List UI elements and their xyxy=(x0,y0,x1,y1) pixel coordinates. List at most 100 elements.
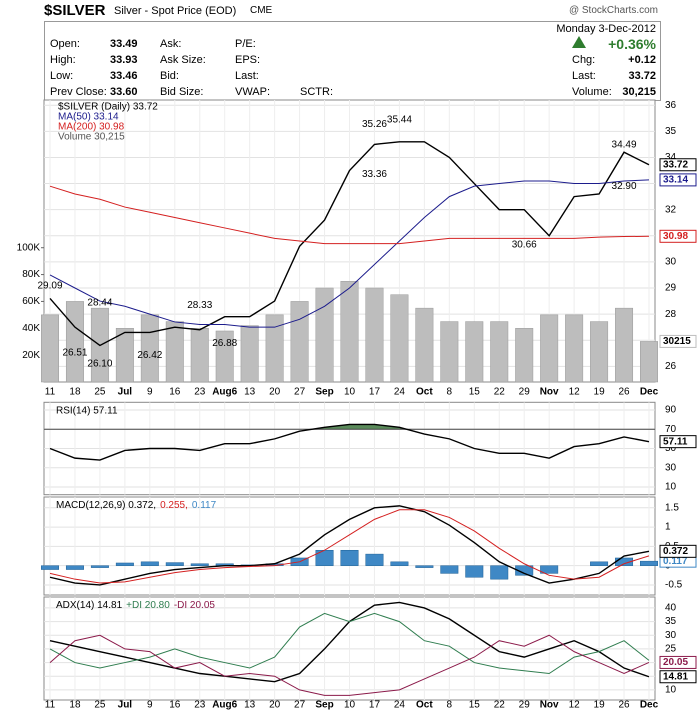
quote-label: Volume: xyxy=(572,86,612,98)
value-box-label: 33.14 xyxy=(663,175,688,186)
quote-value: +0.12 xyxy=(628,54,656,66)
bar xyxy=(340,549,359,566)
x-tick-label: 20 xyxy=(269,387,281,398)
x-tick-label: 18 xyxy=(69,387,81,398)
bar xyxy=(415,565,434,568)
legend-entry: Volume 30,215 xyxy=(58,132,125,143)
quote-label: VWAP: xyxy=(235,86,271,98)
y-tick-label: 50 xyxy=(665,443,677,454)
bar xyxy=(515,565,534,576)
x-tick-label: Nov xyxy=(540,700,559,711)
x-tick-label: 18 xyxy=(69,700,81,711)
y-tick-label: 34 xyxy=(665,152,677,163)
value-box-label: 0.372 xyxy=(663,546,688,557)
x-tick-label: 15 xyxy=(469,700,481,711)
quote-date: Monday 3-Dec-2012 xyxy=(556,23,656,35)
x-tick-label: 8 xyxy=(447,387,453,398)
value-box-label: 30.98 xyxy=(663,231,688,242)
price-annotation: 32.90 xyxy=(612,181,637,192)
y2-tick-label: 80K xyxy=(22,269,40,280)
series-line xyxy=(49,509,650,584)
quote-label: Last: xyxy=(572,70,596,82)
x-tick-label: 24 xyxy=(394,387,406,398)
value-box xyxy=(659,655,697,669)
bar xyxy=(440,321,459,383)
price-annotation: 35.44 xyxy=(387,114,412,125)
value-box xyxy=(659,158,697,172)
quote-label: High: xyxy=(50,54,76,66)
quote-value: 33.60 xyxy=(110,86,138,98)
legend-entry: MA(200) 30.98 xyxy=(58,122,125,133)
x-tick-label: Dec xyxy=(640,700,659,711)
bar xyxy=(440,565,459,574)
price-annotation: 28.33 xyxy=(187,300,212,311)
x-tick-label: 11 xyxy=(45,387,56,398)
value-box xyxy=(659,173,697,187)
y-tick-label: 30 xyxy=(665,462,677,473)
price-annotation: 29.09 xyxy=(37,280,62,291)
bar xyxy=(165,562,184,566)
bar xyxy=(190,563,209,566)
x-tick-label: 17 xyxy=(369,700,381,711)
x-tick-label: 25 xyxy=(94,387,106,398)
value-box xyxy=(659,229,697,243)
bar xyxy=(640,341,658,383)
quote-label: Ask: xyxy=(160,38,182,50)
x-tick-label: 9 xyxy=(147,700,153,711)
y-tick-label: 40 xyxy=(665,603,677,614)
quote-value: 33.49 xyxy=(110,38,138,50)
x-tick-label: 12 xyxy=(569,700,581,711)
x-tick-label: Nov xyxy=(540,387,559,398)
instrument-name: Silver - Spot Price (EOD) xyxy=(114,5,237,17)
y2-tick-label: 100K xyxy=(17,242,41,253)
x-tick-label: 8 xyxy=(447,700,453,711)
series-line xyxy=(49,179,650,328)
y2-tick-label: 40K xyxy=(22,323,40,334)
y-tick-label: 36 xyxy=(665,100,677,111)
bar xyxy=(365,287,384,383)
value-box-label: 20.05 xyxy=(663,657,688,668)
quote-value: 33.93 xyxy=(110,54,138,66)
series-line xyxy=(49,185,650,245)
y-tick-label: 10 xyxy=(665,482,677,493)
quote-label: Ask Size: xyxy=(160,54,206,66)
y-tick-label: 35 xyxy=(665,616,677,627)
value-box-label: 14.81 xyxy=(663,671,688,682)
x-tick-label: Aug6 xyxy=(212,387,237,398)
price-annotation: 26.51 xyxy=(62,348,87,359)
y2-tick-label: 20K xyxy=(22,350,40,361)
y-tick-label: 35 xyxy=(665,126,677,137)
value-box xyxy=(659,334,697,348)
price-annotation: 34.49 xyxy=(612,139,637,150)
x-tick-label: Jul xyxy=(118,700,133,711)
value-box-label: 57.11 xyxy=(663,436,688,447)
bar xyxy=(590,561,609,566)
bar xyxy=(390,561,409,566)
quote-label: Prev Close: xyxy=(50,86,107,98)
value-box-label: 0.117 xyxy=(663,556,688,567)
x-tick-label: 22 xyxy=(494,700,506,711)
price-annotation: 26.88 xyxy=(212,338,237,349)
symbol: $SILVER xyxy=(44,2,106,19)
bar xyxy=(165,321,184,383)
bar xyxy=(540,314,559,383)
quote-label: P/E: xyxy=(235,38,256,50)
legend-part: RSI(14) 57.11 xyxy=(56,405,118,416)
copyright: @ StockCharts.com xyxy=(568,5,658,16)
x-tick-label: Sep xyxy=(315,700,333,711)
bar xyxy=(415,307,434,383)
bar xyxy=(140,314,159,383)
x-tick-label: 13 xyxy=(244,387,256,398)
x-tick-label: 19 xyxy=(594,700,606,711)
bar xyxy=(315,287,334,383)
quote-label: Low: xyxy=(50,70,74,82)
x-tick-label: Aug6 xyxy=(212,700,237,711)
bar xyxy=(540,565,559,574)
bar xyxy=(115,562,134,566)
legend-part: 0.255, xyxy=(160,500,188,511)
x-tick-label: 16 xyxy=(169,700,181,711)
price-annotation: 33.36 xyxy=(362,169,387,180)
x-tick-label: 23 xyxy=(194,700,206,711)
x-tick-label: Oct xyxy=(416,387,433,398)
x-tick-label: 10 xyxy=(344,700,356,711)
